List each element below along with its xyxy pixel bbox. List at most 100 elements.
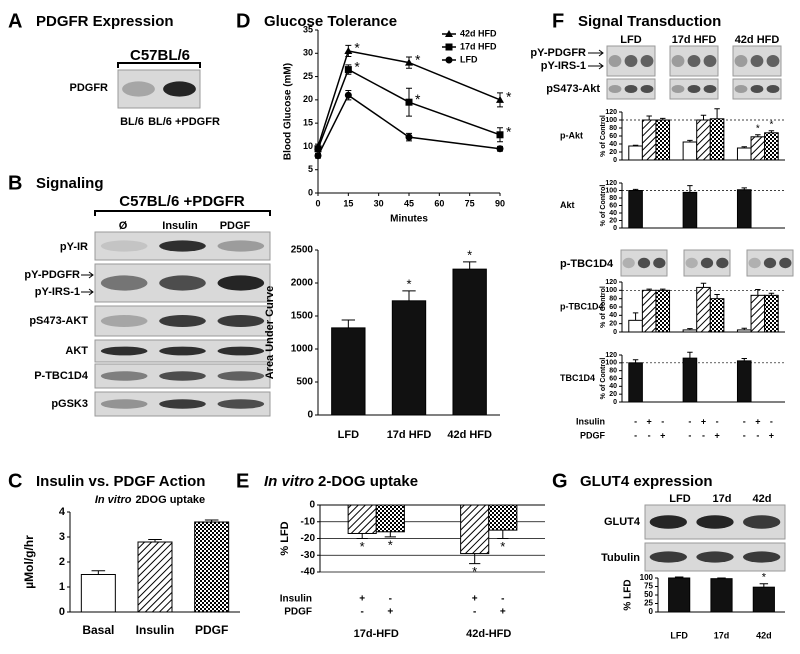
y-tick-label: 5 (308, 164, 313, 174)
error-bar (632, 144, 639, 146)
error-bar (687, 328, 693, 330)
bar (682, 141, 698, 161)
error-bar (462, 261, 477, 270)
bar (668, 577, 691, 613)
y-tick-label: 50 (644, 590, 653, 599)
bar (750, 136, 766, 161)
y-tick-label: 25 (303, 71, 313, 81)
bar (736, 189, 752, 229)
legend-label: 17d HFD (460, 41, 497, 51)
bar (736, 360, 752, 403)
bar (655, 119, 671, 161)
chart-label: Akt (560, 200, 575, 210)
bar (375, 504, 405, 533)
bracket (117, 62, 201, 68)
blot-band (696, 515, 734, 529)
y-tick-label: 1000 (291, 344, 314, 355)
error-bar (759, 583, 769, 588)
error-bar (741, 358, 747, 361)
y-tick-label: 120 (605, 352, 617, 359)
error-bar (714, 108, 720, 119)
y-tick-label: 1500 (291, 311, 314, 322)
marker (405, 98, 413, 106)
treatment-sign: + (500, 607, 506, 618)
y-axis-label: % LFD (623, 579, 634, 610)
blot-band (159, 399, 206, 409)
blot-band (649, 551, 687, 563)
panel-letter: C (8, 470, 22, 492)
y-tick-label: 80 (609, 368, 617, 375)
y-tick-label: 40 (609, 312, 617, 319)
treatment-sign: - (716, 416, 719, 426)
significance-mark: * (467, 247, 472, 262)
error-bar (497, 530, 509, 539)
y-tick-label: 100 (605, 187, 617, 194)
blot-row-label: pGSK3 (51, 398, 88, 410)
bar (641, 119, 657, 161)
treatment-sign: + (359, 594, 365, 605)
y-tick-label: 0 (613, 329, 617, 336)
significance-mark: * (500, 539, 505, 554)
y-tick-label: 0 (613, 157, 617, 164)
error-bar (714, 294, 720, 299)
error-bar (768, 292, 775, 296)
blot-row-label: pY-PDGFR (530, 47, 586, 59)
y-tick-label: 10 (303, 141, 313, 151)
lane-label: Insulin (162, 220, 198, 232)
x-tick-label: 75 (465, 198, 475, 208)
blot-band (100, 399, 148, 409)
error-bar (402, 290, 416, 301)
treatment-sign: + (647, 416, 652, 426)
bar (682, 357, 698, 403)
marker (314, 152, 322, 160)
error-bar (469, 553, 481, 565)
x-tick-label: LFD (338, 429, 359, 441)
treatment-sign: - (661, 416, 664, 426)
y-tick-label: 0 (613, 399, 617, 406)
x-tick-label: 17d HFD (387, 429, 432, 441)
marker (496, 145, 504, 153)
y-tick-label: 0 (307, 410, 313, 421)
y-axis-label: % of Control (600, 115, 607, 157)
bar (655, 289, 671, 333)
y-axis-label: Area Under Curve (264, 286, 276, 380)
blot-band (687, 85, 701, 93)
significance-mark: * (406, 276, 411, 291)
treatment-sign: + (714, 430, 719, 440)
bar (710, 578, 733, 613)
blot-band (624, 85, 638, 93)
blot-row-label: pY-IRS-1 (35, 286, 80, 298)
treatment-sign: + (701, 416, 706, 426)
y-tick-label: 75 (644, 582, 653, 591)
y-tick-label: -10 (301, 516, 316, 527)
blot-band (163, 81, 196, 97)
y-tick-label: 40 (609, 210, 617, 217)
lane-label: 17d (713, 493, 732, 505)
panel-title: Signaling (36, 175, 104, 192)
blot-row-label: pY-IR (60, 241, 88, 253)
bar (137, 541, 173, 613)
blot-band (622, 257, 635, 269)
bar (641, 289, 657, 333)
marker (405, 58, 413, 66)
blot-band (671, 55, 685, 67)
y-axis-label: µMol/g/hr (22, 535, 36, 589)
y-tick-label: 60 (609, 304, 617, 311)
treatment-sign: - (743, 416, 746, 426)
marker (344, 46, 353, 54)
x-tick-label: 17d (714, 630, 730, 640)
error-bar (91, 570, 106, 575)
marker (344, 66, 352, 74)
blot-band (217, 240, 265, 252)
y-axis-label: % of Control (600, 358, 607, 400)
y-tick-label: 0 (59, 606, 65, 618)
error-bar (768, 130, 775, 133)
legend-label: LFD (460, 54, 478, 64)
chart-label: p-TBC1D4 (560, 301, 604, 311)
significance-mark: * (769, 119, 773, 130)
significance-mark: * (415, 51, 421, 67)
blot-band (640, 85, 654, 93)
treatment-sign: - (756, 430, 759, 440)
y-tick-label: 120 (605, 279, 617, 286)
error-bar (384, 531, 396, 538)
